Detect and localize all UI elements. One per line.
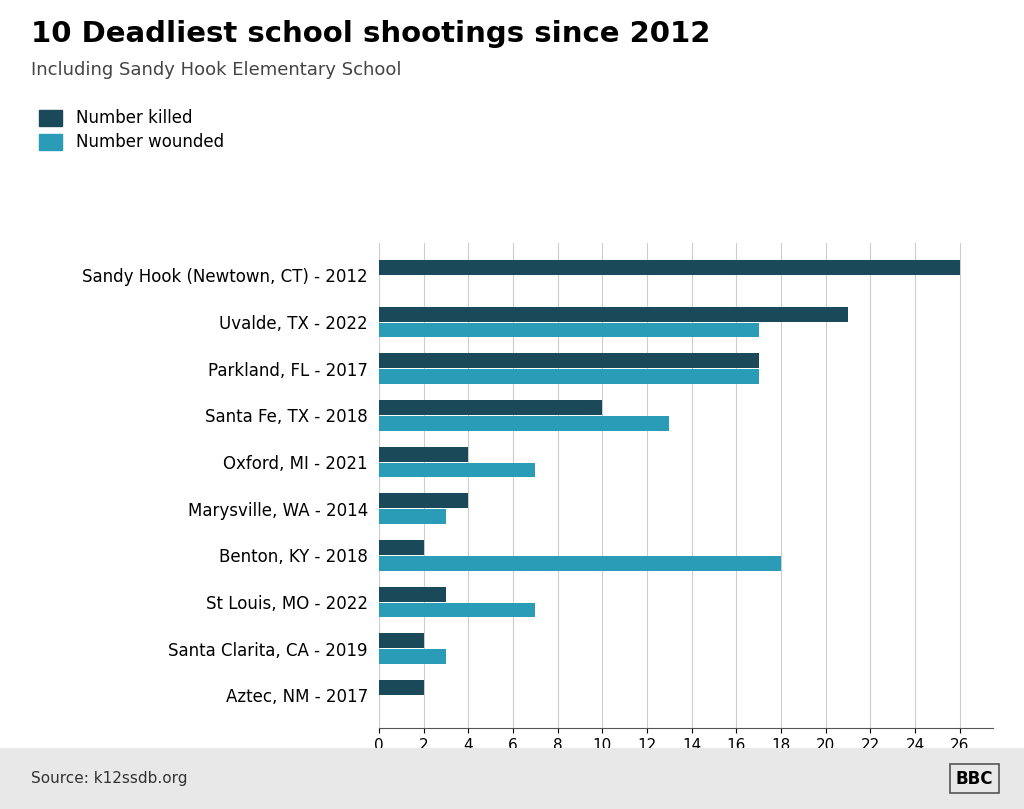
Text: BBC: BBC	[955, 769, 993, 788]
Legend: Number killed, Number wounded: Number killed, Number wounded	[39, 109, 224, 151]
Bar	[379, 400, 602, 415]
Text: Source: k12ssdb.org: Source: k12ssdb.org	[31, 771, 187, 786]
Bar	[379, 463, 536, 477]
Bar	[379, 649, 445, 664]
Bar	[379, 680, 424, 695]
Bar	[379, 587, 445, 602]
Bar	[379, 633, 424, 648]
Bar	[379, 493, 468, 508]
Bar	[379, 260, 959, 275]
Bar	[379, 603, 536, 617]
Bar	[379, 556, 781, 571]
Bar	[379, 354, 759, 368]
Bar	[379, 509, 445, 524]
Text: 10 Deadliest school shootings since 2012: 10 Deadliest school shootings since 2012	[31, 20, 710, 49]
Text: Including Sandy Hook Elementary School: Including Sandy Hook Elementary School	[31, 61, 401, 78]
Bar	[379, 416, 670, 431]
Bar	[379, 323, 759, 337]
Bar	[379, 307, 848, 322]
Bar	[379, 447, 468, 462]
Bar	[379, 369, 759, 384]
Bar	[379, 540, 424, 555]
